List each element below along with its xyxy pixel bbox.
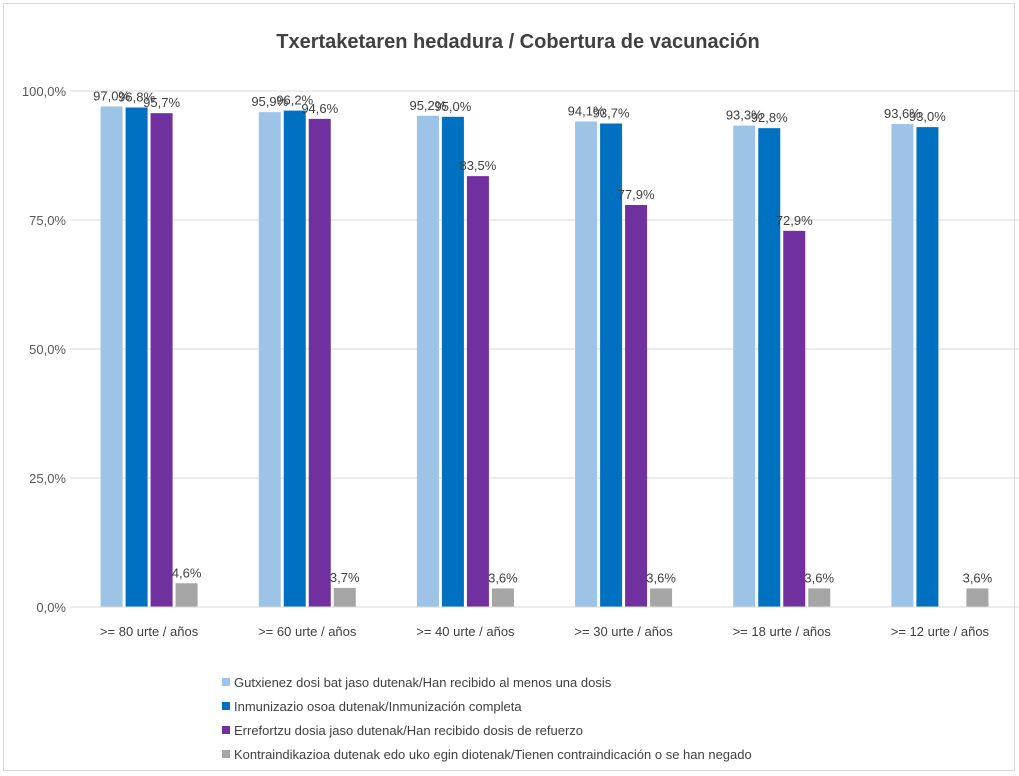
bar [466,176,489,607]
data-label: 95,0% [434,99,471,114]
legend-label: Inmunizazio osoa dutenak/Inmunización co… [234,698,522,714]
data-label: 95,9% [251,94,288,109]
legend-item: Kontraindikazioa dutenak edo uko egin di… [222,742,752,766]
data-label: 83,5% [459,158,496,173]
bar [650,588,673,607]
legend-item: Gutxienez dosi bat jaso dutenak/Han reci… [222,670,752,694]
y-tick-label: 25,0% [29,471,66,486]
bar [441,116,464,608]
data-label: 3,6% [646,570,676,585]
legend: Gutxienez dosi bat jaso dutenak/Han reci… [222,670,752,766]
data-label: 4,6% [172,565,202,580]
bar [808,588,831,607]
gridlines [70,90,1019,479]
bars [100,106,989,608]
y-tick-label: 75,0% [29,213,66,228]
data-label: 72,9% [776,213,813,228]
bar [283,110,306,607]
legend-swatch-icon [222,726,230,734]
legend-label: Errefortzu dosia jaso dutenak/Han recibi… [234,722,584,738]
data-label: 95,2% [409,98,446,113]
bar [175,583,198,607]
y-axis-ticks: 0,0% 25,0% 50,0% 75,0% 100,0% [22,84,67,615]
data-label: 3,7% [330,570,360,585]
bar [575,121,598,607]
y-tick-label: 100,0% [22,84,67,99]
data-label: 93,0% [909,109,946,124]
data-labels: 97,0%96,8%95,7% 4,6% 95,9%96,2%94,6% 3,7% 95… [93,88,993,585]
bar [783,230,806,607]
legend-item: Inmunizazio osoa dutenak/Inmunización co… [222,694,752,718]
bar [891,124,914,608]
data-label: 92,8% [751,110,788,125]
data-label: 95,7% [143,95,180,110]
y-tick-label: 50,0% [29,342,66,357]
bar [125,107,148,608]
data-label: 97,0% [93,88,130,103]
bar [258,112,281,607]
x-tick-label: >= 80 urte / años [100,624,199,639]
data-label: 94,6% [301,101,338,116]
bar [600,123,623,608]
bar [491,588,514,607]
data-label: 93,3% [726,108,763,123]
legend-swatch-icon [222,678,230,686]
x-tick-label: >= 12 urte / años [891,624,990,639]
data-label: 96,8% [118,90,155,105]
bar [916,127,939,608]
x-tick-label: >= 40 urte / años [416,624,515,639]
data-label: 96,2% [276,93,313,108]
y-tick-label: 0,0% [36,600,66,615]
data-label: 94,1% [568,103,605,118]
x-axis-ticks: >= 80 urte / años >= 60 urte / años >= 40 … [100,624,990,639]
chart-title: Txertaketaren hedadura / Cobertura de va… [276,31,760,53]
data-label: 93,7% [593,106,630,121]
legend-label: Gutxienez dosi bat jaso dutenak/Han reci… [234,674,612,690]
bar [416,115,439,607]
legend-item: Errefortzu dosia jaso dutenak/Han recibi… [222,718,752,742]
data-label: 3,6% [488,570,518,585]
data-label: 93,6% [884,106,921,121]
data-label: 77,9% [618,187,655,202]
legend-swatch-icon [222,750,230,758]
bar [100,106,123,607]
legend-swatch-icon [222,702,230,710]
bar [625,205,648,607]
bar [308,118,331,607]
bar [758,128,781,608]
x-tick-label: >= 60 urte / años [258,624,357,639]
data-label: 3,6% [804,570,834,585]
x-tick-label: >= 18 urte / años [733,624,832,639]
bar [150,113,173,608]
x-tick-label: >= 30 urte / años [574,624,673,639]
legend-label: Kontraindikazioa dutenak edo uko egin di… [234,746,752,762]
bar [733,125,756,608]
bar [966,588,989,607]
bar [333,587,356,607]
data-label: 3,6% [963,570,993,585]
